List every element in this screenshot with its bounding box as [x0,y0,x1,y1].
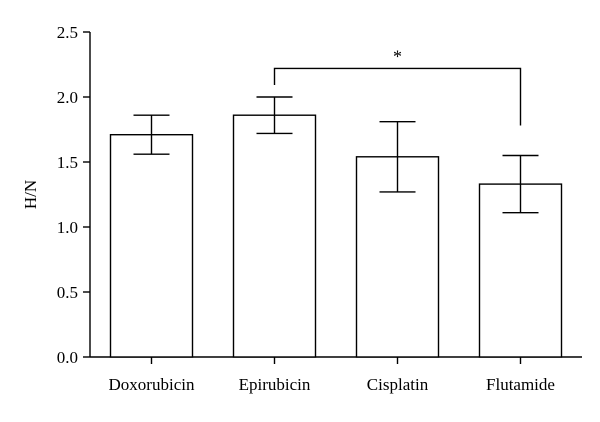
y-tick-label: 1.0 [57,218,78,237]
y-tick-label: 0.5 [57,283,78,302]
significance-bracket [273,67,522,126]
bar-epirubicin [232,114,317,358]
y-tick-label: 2.0 [57,88,78,107]
y-tick-label: 0.0 [57,348,78,367]
axes: 0.0 0.5 1.0 1.5 2.0 2.5 Doxorubicin Epirubicin C… [57,23,582,394]
annotations: * [273,46,522,126]
y-axis-label: H/N [21,180,40,209]
bar-flutamide [478,183,563,358]
x-tick-label-doxorubicin: Doxorubicin [109,375,195,394]
x-tick-label-cisplatin: Cisplatin [367,375,429,394]
x-tick-label-flutamide: Flutamide [486,375,555,394]
error-bars [133,96,539,214]
significance-label: * [393,46,402,66]
y-tick-label: 2.5 [57,23,78,42]
bars [109,114,563,358]
bar-doxorubicin [109,133,194,358]
y-tick-label: 1.5 [57,153,78,172]
x-tick-label-epirubicin: Epirubicin [239,375,311,394]
